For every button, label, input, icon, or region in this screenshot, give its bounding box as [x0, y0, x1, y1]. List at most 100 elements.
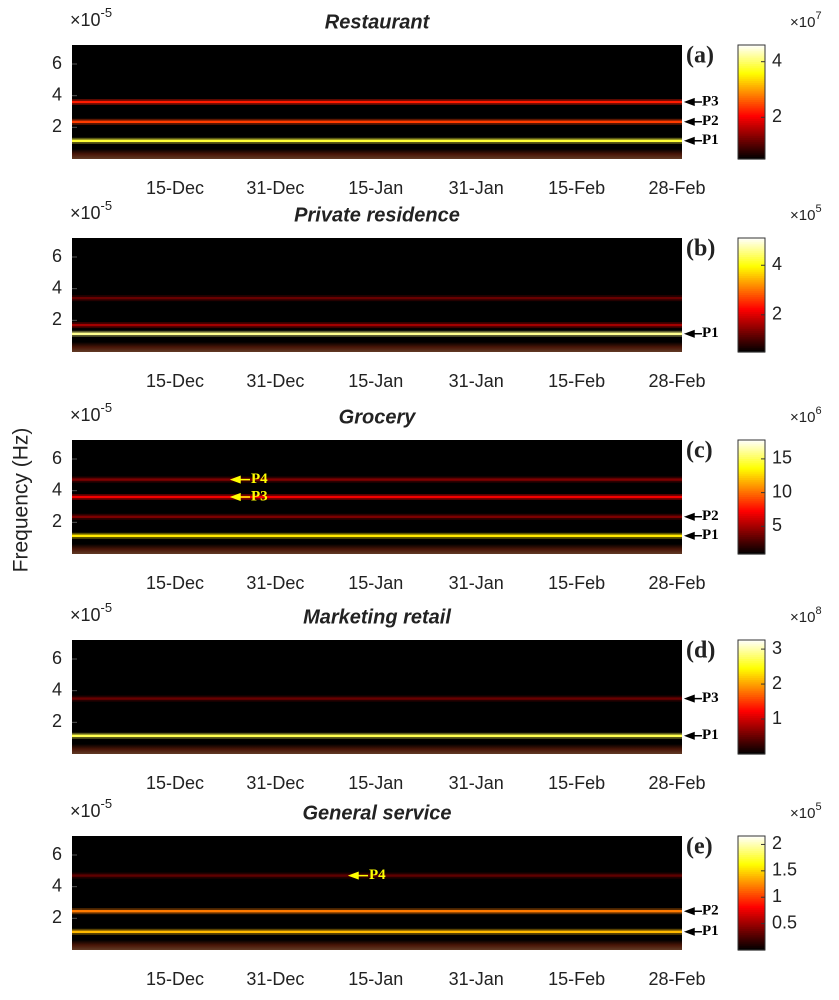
y-tick-label: 6: [52, 844, 62, 864]
colorbar-multiplier-exponent: 7: [815, 10, 821, 22]
y-multiplier-base: ×10: [70, 405, 101, 425]
x-tick-label: 15-Jan: [348, 969, 403, 989]
y-tick-label: 2: [52, 309, 62, 329]
x-tick-label: 31-Dec: [246, 371, 304, 391]
colorbar-multiplier-exponent: 5: [815, 203, 821, 215]
y-tick-label: 2: [52, 711, 62, 731]
band: [72, 478, 682, 480]
colorbar-multiplier-base: ×10: [790, 14, 815, 31]
x-tick-label: 15-Feb: [548, 969, 605, 989]
x-tick-label: 31-Dec: [246, 178, 304, 198]
x-tick-label: 15-Dec: [146, 969, 204, 989]
x-tick-label: 31-Jan: [449, 969, 504, 989]
x-tick-label: 15-Dec: [146, 573, 204, 593]
x-tick-label: 31-Jan: [449, 773, 504, 793]
y-multiplier-exponent: -5: [101, 400, 113, 415]
y-tick-label: 4: [52, 679, 62, 699]
annotation-arrow: [686, 929, 702, 935]
colorbar-tick-label: 4: [772, 50, 782, 70]
colorbar-multiplier-exponent: 6: [815, 405, 821, 417]
panel-label: (c): [686, 438, 713, 464]
annotation-label: P1: [702, 727, 719, 743]
panel-title: Marketing retail: [303, 606, 451, 628]
annotation-label: P1: [702, 132, 719, 148]
panel-label: (b): [686, 236, 715, 262]
annotation-label: P3: [702, 690, 719, 706]
colorbar-multiplier-exponent: 5: [815, 801, 821, 813]
noise-floor: [72, 544, 682, 554]
y-multiplier: ×10-5: [70, 600, 112, 624]
y-multiplier-exponent: -5: [101, 796, 113, 811]
colorbar-tick-label: 10: [772, 481, 792, 501]
colorbar-tick-label: 3: [772, 638, 782, 658]
x-tick-label: 15-Feb: [548, 573, 605, 593]
annotation-label: P1: [702, 923, 719, 939]
colorbar-tick-label: 2: [772, 673, 782, 693]
annotation-label: P3: [702, 93, 719, 109]
annotation-arrow: [686, 696, 702, 702]
panel-label: (d): [686, 638, 715, 664]
y-tick-label: 4: [52, 277, 62, 297]
y-tick-label: 4: [52, 84, 62, 104]
colorbar-multiplier-base: ×10: [790, 805, 815, 822]
x-tick-label: 28-Feb: [648, 969, 705, 989]
y-tick-label: 6: [52, 648, 62, 668]
colorbar-tick-label: 15: [772, 448, 792, 468]
band: [72, 535, 682, 537]
band: [72, 101, 682, 103]
panel-title: Restaurant: [325, 11, 431, 33]
x-tick-label: 31-Jan: [449, 371, 504, 391]
figure: Frequency (Hz) Restaurant×10-524615-Dec3…: [0, 0, 839, 1000]
annotation-arrow: [686, 138, 702, 144]
x-tick-label: 15-Jan: [348, 573, 403, 593]
x-tick-label: 15-Feb: [548, 371, 605, 391]
band: [72, 140, 682, 142]
band: [72, 324, 682, 326]
noise-floor: [72, 342, 682, 352]
y-multiplier: ×10-5: [70, 400, 112, 424]
panel-title: Grocery: [339, 406, 417, 428]
y-multiplier-exponent: -5: [101, 198, 113, 213]
y-tick-label: 2: [52, 907, 62, 927]
x-tick-label: 28-Feb: [648, 371, 705, 391]
noise-floor: [72, 940, 682, 950]
colorbar-tick-label: 2: [772, 833, 782, 853]
y-multiplier-base: ×10: [70, 605, 101, 625]
colorbar-multiplier: ×105: [790, 203, 822, 224]
x-tick-label: 15-Jan: [348, 371, 403, 391]
band: [72, 333, 682, 335]
x-tick-label: 28-Feb: [648, 178, 705, 198]
annotation-label: P4: [251, 471, 268, 487]
y-tick-label: 4: [52, 875, 62, 895]
x-tick-label: 15-Feb: [548, 773, 605, 793]
annotation-arrow: [686, 908, 702, 914]
y-multiplier-exponent: -5: [101, 600, 113, 615]
annotation-label: P3: [251, 488, 268, 504]
noise-floor: [72, 744, 682, 754]
colorbar-tick-label: 5: [772, 515, 782, 535]
colorbar-multiplier: ×105: [790, 801, 822, 822]
annotation-arrow: [686, 331, 702, 337]
colorbar-multiplier-exponent: 8: [815, 605, 821, 617]
colorbar-tick-label: 1: [772, 886, 782, 906]
x-tick-label: 15-Jan: [348, 773, 403, 793]
annotation-label: P1: [702, 325, 719, 341]
colorbar-multiplier-base: ×10: [790, 207, 815, 224]
colorbar-tick-label: 0.5: [772, 912, 797, 932]
x-tick-label: 15-Feb: [548, 178, 605, 198]
band: [72, 297, 682, 299]
y-tick-label: 2: [52, 511, 62, 531]
colorbar-multiplier-base: ×10: [790, 609, 815, 626]
x-tick-label: 31-Dec: [246, 969, 304, 989]
y-multiplier-base: ×10: [70, 801, 101, 821]
colorbar-multiplier-base: ×10: [790, 409, 815, 426]
annotation-arrow: [686, 119, 702, 125]
band: [72, 735, 682, 737]
colorbar-tick-label: 4: [772, 254, 782, 274]
x-tick-label: 28-Feb: [648, 773, 705, 793]
band: [72, 697, 682, 699]
y-multiplier-base: ×10: [70, 10, 101, 30]
panel-label: (a): [686, 43, 714, 69]
x-tick-label: 15-Dec: [146, 178, 204, 198]
annotation-label: P2: [702, 508, 719, 524]
